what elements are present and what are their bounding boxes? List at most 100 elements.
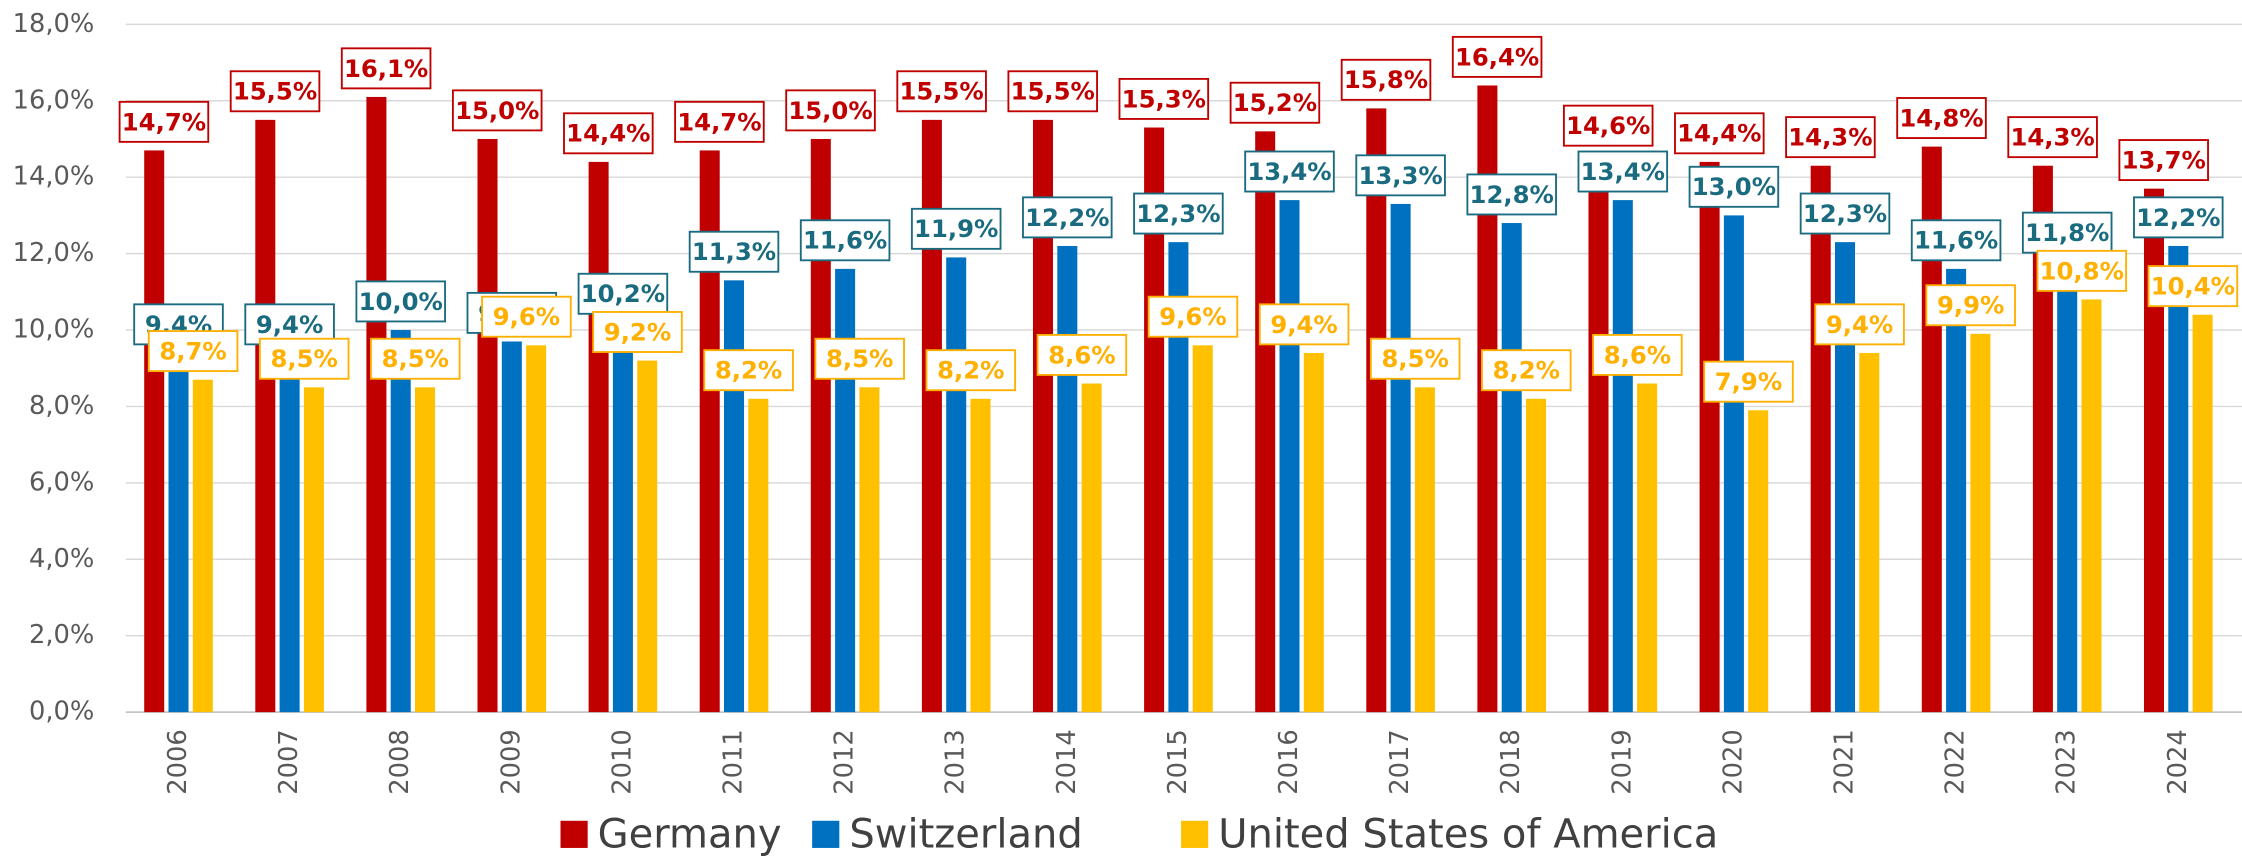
data-label: 14,3% <box>1785 116 1876 159</box>
bar <box>1723 215 1744 713</box>
data-label: 14,7% <box>118 100 210 143</box>
x-tick-label: 2008 <box>385 729 415 794</box>
bar <box>2143 188 2165 713</box>
data-label: 15,5% <box>896 70 987 113</box>
data-label-text: 12,3% <box>1803 199 1887 228</box>
data-label: 13,3% <box>1355 154 1446 197</box>
data-label: 15,8% <box>1340 58 1432 101</box>
y-tick-label: 4,0% <box>29 544 94 574</box>
data-label-box <box>370 337 461 380</box>
data-label-text: 10,4% <box>2151 272 2235 301</box>
data-label-box <box>814 337 905 380</box>
bar <box>1168 242 1189 713</box>
bar <box>1279 200 1300 713</box>
data-label: 15,0% <box>785 89 876 132</box>
data-label: 8,5% <box>1369 337 1461 380</box>
data-label-box <box>925 349 1017 392</box>
data-label-text: 14,4% <box>566 119 650 148</box>
data-label: 9,9% <box>1925 284 2016 327</box>
x-tick-label: 2018 <box>1496 729 1526 794</box>
data-label-box <box>1007 70 1098 113</box>
x-tick-label: 2007 <box>274 729 304 794</box>
data-label: 14,4% <box>1674 112 1765 155</box>
legend-label: United States of America <box>1218 812 1718 858</box>
data-label: 9,6% <box>1147 295 1239 338</box>
data-label-text: 15,5% <box>1011 77 1095 106</box>
data-label: 13,4% <box>1244 150 1335 193</box>
data-label: 14,4% <box>563 112 654 155</box>
data-label-box <box>451 89 543 132</box>
data-label-box <box>1577 150 1669 193</box>
bar <box>1748 410 1769 713</box>
x-tick-label: 2020 <box>1718 729 1748 794</box>
bar <box>1255 131 1276 713</box>
data-label-box <box>2147 265 2239 308</box>
data-label: 12,2% <box>2133 196 2224 239</box>
bar <box>637 360 658 713</box>
bar <box>255 119 276 713</box>
data-label-box <box>1799 192 1891 235</box>
data-label: 8,5% <box>814 337 905 380</box>
x-tick-label: 2024 <box>2163 729 2193 794</box>
x-tick-label: 2010 <box>607 729 637 794</box>
data-label-text: 10,8% <box>2040 256 2124 285</box>
data-label-box <box>910 207 1002 250</box>
data-label-box <box>688 230 780 273</box>
data-label-text: 13,4% <box>1247 157 1331 186</box>
x-tick-label: 2017 <box>1385 729 1415 794</box>
data-label-text: 13,4% <box>1581 157 1665 186</box>
data-label-box <box>1688 165 1780 208</box>
x-tick-label: 2015 <box>1163 729 1193 794</box>
bar <box>1032 119 1054 713</box>
data-label-text: 12,8% <box>1470 180 1554 209</box>
bar <box>2057 261 2078 713</box>
bar <box>526 345 547 713</box>
data-label-box <box>1147 295 1239 338</box>
data-label: 11,6% <box>799 219 891 262</box>
data-label-box <box>1355 154 1446 197</box>
data-label: 8,6% <box>1592 333 1683 376</box>
data-label-text: 9,4% <box>1826 310 1893 339</box>
bar <box>2192 314 2213 713</box>
data-label-text: 14,7% <box>677 107 761 136</box>
y-tick-label: 0,0% <box>29 697 94 727</box>
data-label-box <box>1244 150 1335 193</box>
data-label: 8,2% <box>703 349 794 392</box>
data-label-box <box>1703 360 1794 403</box>
data-label: 10,2% <box>577 272 669 315</box>
data-label-text: 11,6% <box>803 226 887 255</box>
data-label-text: 8,2% <box>937 356 1004 385</box>
bar <box>144 150 165 713</box>
data-label-box <box>1925 284 2016 327</box>
data-label: 12,2% <box>1022 196 1113 239</box>
bar <box>415 387 436 713</box>
data-label: 11,6% <box>1910 219 2002 262</box>
data-label-text: 10,0% <box>359 287 443 316</box>
data-label-box <box>785 89 876 132</box>
data-label: 14,6% <box>1562 104 1654 147</box>
data-label-text: 14,8% <box>1899 103 1983 132</box>
bar <box>748 398 769 713</box>
bar <box>1414 387 1435 713</box>
data-label-text: 16,1% <box>344 54 428 83</box>
bar <box>946 257 967 713</box>
bar <box>390 330 411 713</box>
data-label-text: 15,8% <box>1344 65 1428 94</box>
data-label-text: 9,6% <box>1159 302 1226 331</box>
data-label-text: 8,5% <box>826 344 893 373</box>
y-tick-label: 12,0% <box>13 238 95 268</box>
data-label-box <box>2118 139 2209 182</box>
x-tick-label: 2009 <box>496 729 526 794</box>
data-label-text: 15,3% <box>1122 84 1206 113</box>
y-tick-label: 6,0% <box>29 467 94 497</box>
bar <box>1588 154 1609 713</box>
data-label-box <box>1118 77 1210 120</box>
data-label-text: 8,6% <box>1604 340 1671 369</box>
data-label-text: 9,2% <box>604 317 671 346</box>
data-label-text: 11,3% <box>692 237 776 266</box>
data-label-text: 13,7% <box>2122 145 2206 174</box>
data-label-text: 13,0% <box>1692 172 1776 201</box>
data-label-text: 14,7% <box>122 107 206 136</box>
data-label-box <box>1785 116 1876 159</box>
data-label-box <box>1369 337 1461 380</box>
